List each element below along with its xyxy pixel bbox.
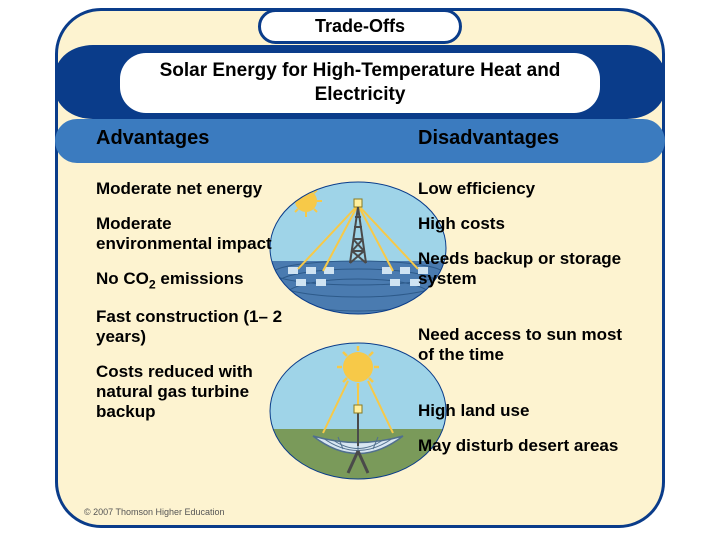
disadvantages-list: Low efficiency High costs Needs backup o… xyxy=(418,179,628,471)
advantage-item: Moderate net energy xyxy=(96,179,291,199)
advantages-heading: Advantages xyxy=(96,127,209,150)
subtitle-text: Solar Energy for High-Temperature Heat a… xyxy=(160,60,561,105)
advantages-list: Moderate net energy Moderate environment… xyxy=(96,179,291,437)
disadvantage-item: High land use xyxy=(418,401,628,421)
advantage-item: No CO2 emissions xyxy=(96,269,291,292)
title-text: Trade-Offs xyxy=(315,16,405,36)
disadvantages-heading: Disadvantages xyxy=(418,127,559,150)
disadvantage-item: Need access to sun most of the time xyxy=(418,325,628,365)
disadvantage-item: Needs backup or storage system xyxy=(418,249,628,289)
subtitle-pill: Solar Energy for High-Temperature Heat a… xyxy=(120,53,600,113)
advantage-item: Fast construction (1– 2 years) xyxy=(96,307,291,347)
disadvantage-item: Low efficiency xyxy=(418,179,628,199)
title-pill: Trade-Offs xyxy=(258,9,462,44)
disadvantage-item: High costs xyxy=(418,214,628,234)
advantage-item: Costs reduced with natural gas turbine b… xyxy=(96,362,291,422)
tradeoffs-card: Trade-Offs Solar Energy for High-Tempera… xyxy=(55,8,665,528)
copyright-text: © 2007 Thomson Higher Education xyxy=(84,507,225,517)
advantage-item: Moderate environmental impact xyxy=(96,214,291,254)
disadvantage-item: May disturb desert areas xyxy=(418,436,628,456)
